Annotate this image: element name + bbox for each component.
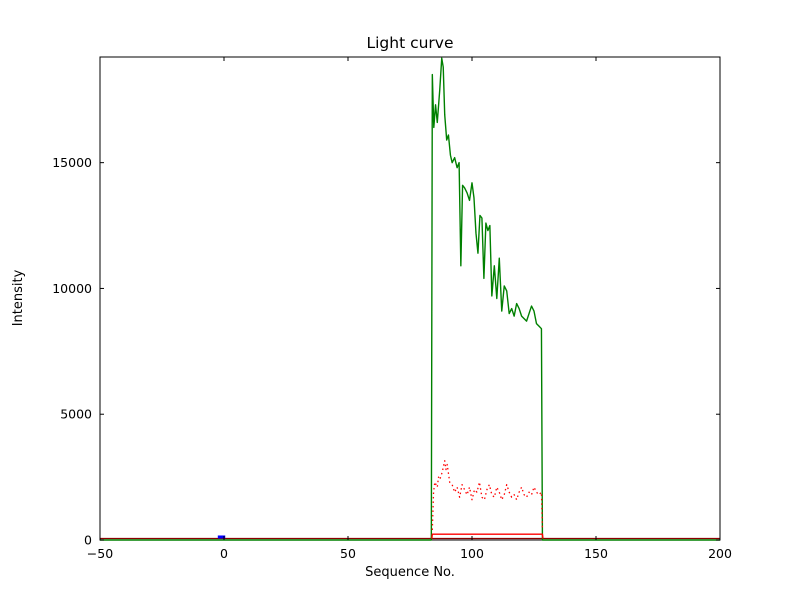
chart-title: Light curve [366, 34, 453, 52]
y-axis-label: Intensity [11, 269, 26, 326]
series-group [100, 57, 720, 541]
x-tick-label: 0 [220, 546, 228, 561]
x-tick-label: 100 [460, 546, 484, 561]
x-axis-label: Sequence No. [365, 565, 455, 580]
x-tick-label: 50 [340, 546, 356, 561]
x-tick-label: 150 [584, 546, 608, 561]
x-tick-label: 200 [708, 546, 732, 561]
series-line-green-burst [100, 57, 720, 541]
y-tick-label: 0 [84, 533, 92, 548]
y-tick-label: 15000 [52, 155, 92, 170]
series-line-red-dotted-noise [431, 460, 544, 530]
y-tick-label: 10000 [52, 281, 92, 296]
y-tick-label: 5000 [60, 407, 92, 422]
series-line-red-step [431, 533, 544, 539]
plot-border [99, 56, 721, 541]
x-tick-label: −50 [87, 546, 113, 561]
